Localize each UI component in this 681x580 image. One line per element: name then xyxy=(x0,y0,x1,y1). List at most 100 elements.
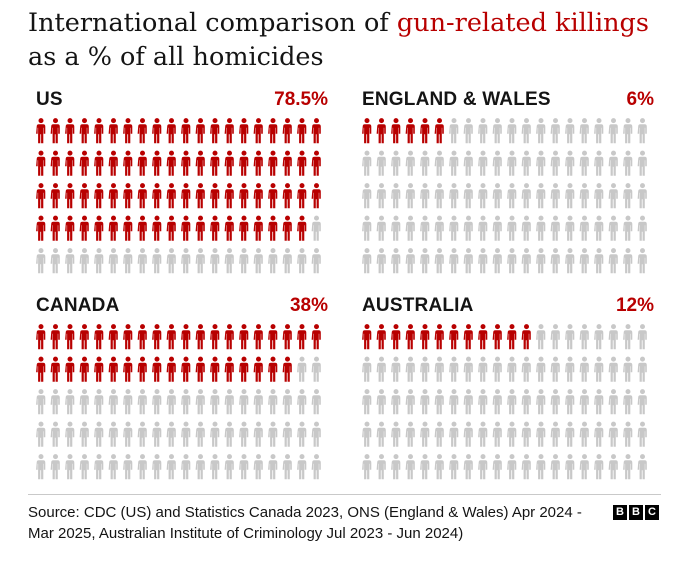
person-icon xyxy=(405,215,415,241)
person-icon-highlighted xyxy=(210,356,220,382)
person-icon-highlighted xyxy=(521,324,531,350)
person-icon-highlighted xyxy=(79,356,89,382)
person-icon xyxy=(594,389,604,415)
person-icon xyxy=(195,248,205,274)
person-icon-highlighted xyxy=(79,324,89,350)
person-icon xyxy=(405,356,415,382)
person-icon xyxy=(521,389,531,415)
person-icon-highlighted xyxy=(362,324,372,350)
person-icon xyxy=(297,421,307,447)
person-icon-highlighted xyxy=(210,118,220,144)
person-icon xyxy=(376,215,386,241)
person-icon-highlighted xyxy=(152,356,162,382)
person-icon xyxy=(50,454,60,480)
person-icon-highlighted xyxy=(362,118,372,144)
person-icon-highlighted xyxy=(239,215,249,241)
person-icon-highlighted xyxy=(268,118,278,144)
person-icon xyxy=(420,389,430,415)
person-icon xyxy=(521,248,531,274)
person-icon xyxy=(536,118,546,144)
person-icon xyxy=(623,248,633,274)
person-icon-highlighted xyxy=(311,118,321,144)
title-part-1: International comparison of xyxy=(28,8,397,38)
person-icon xyxy=(579,150,589,176)
person-icon-highlighted xyxy=(50,324,60,350)
person-icon-highlighted xyxy=(224,150,234,176)
person-icon xyxy=(478,248,488,274)
person-icon xyxy=(195,389,205,415)
person-icon xyxy=(536,248,546,274)
person-icon xyxy=(94,389,104,415)
person-icon-highlighted xyxy=(420,324,430,350)
person-icon-highlighted xyxy=(108,150,118,176)
person-icon-highlighted xyxy=(282,183,292,209)
person-icon xyxy=(181,421,191,447)
person-icon-highlighted xyxy=(36,356,46,382)
person-icon xyxy=(565,356,575,382)
person-icon xyxy=(282,421,292,447)
person-icon xyxy=(224,389,234,415)
person-icon xyxy=(311,248,321,274)
person-icon-highlighted xyxy=(282,356,292,382)
person-icon-highlighted xyxy=(195,324,205,350)
person-icon xyxy=(253,389,263,415)
person-icon xyxy=(608,150,618,176)
person-icon-highlighted xyxy=(108,324,118,350)
person-icon xyxy=(594,183,604,209)
person-icon xyxy=(449,183,459,209)
person-icon xyxy=(253,248,263,274)
person-icon xyxy=(376,421,386,447)
person-icon xyxy=(282,389,292,415)
person-icon-highlighted xyxy=(108,356,118,382)
person-icon-highlighted xyxy=(36,118,46,144)
person-icon xyxy=(166,389,176,415)
person-icon-highlighted xyxy=(65,118,75,144)
person-icon xyxy=(594,356,604,382)
person-icon-highlighted xyxy=(253,356,263,382)
person-icon-highlighted xyxy=(297,215,307,241)
person-icon-highlighted xyxy=(376,118,386,144)
person-icon xyxy=(239,389,249,415)
person-icon xyxy=(376,454,386,480)
chart-title: International comparison of gun-related … xyxy=(28,6,668,74)
person-icon-highlighted xyxy=(50,356,60,382)
person-icon xyxy=(405,183,415,209)
person-icon xyxy=(565,324,575,350)
person-icon xyxy=(463,215,473,241)
person-icon xyxy=(565,389,575,415)
person-icon xyxy=(362,454,372,480)
person-icon xyxy=(166,421,176,447)
person-icon xyxy=(253,421,263,447)
person-icon xyxy=(152,248,162,274)
person-icon xyxy=(521,356,531,382)
panel-country: ENGLAND & WALES xyxy=(362,89,551,110)
person-icon xyxy=(579,215,589,241)
person-icon xyxy=(123,421,133,447)
person-icon-highlighted xyxy=(65,150,75,176)
person-icon-highlighted xyxy=(253,215,263,241)
title-highlight: gun-related killings xyxy=(396,8,649,38)
person-icon-highlighted xyxy=(268,356,278,382)
person-icon xyxy=(152,454,162,480)
person-icon xyxy=(297,454,307,480)
person-icon xyxy=(434,356,444,382)
person-icon xyxy=(608,118,618,144)
person-icon xyxy=(478,389,488,415)
person-icon xyxy=(637,118,647,144)
person-icon xyxy=(420,150,430,176)
person-icon xyxy=(492,183,502,209)
person-icon-highlighted xyxy=(239,356,249,382)
person-icon-highlighted xyxy=(224,183,234,209)
person-icon xyxy=(478,118,488,144)
person-icon xyxy=(536,215,546,241)
person-icon xyxy=(463,118,473,144)
person-icon xyxy=(94,421,104,447)
person-icon xyxy=(434,150,444,176)
person-icon xyxy=(210,454,220,480)
person-icon xyxy=(449,150,459,176)
person-icon xyxy=(550,421,560,447)
person-icon xyxy=(536,389,546,415)
person-icon-highlighted xyxy=(152,183,162,209)
person-icon xyxy=(166,248,176,274)
person-icon xyxy=(36,454,46,480)
